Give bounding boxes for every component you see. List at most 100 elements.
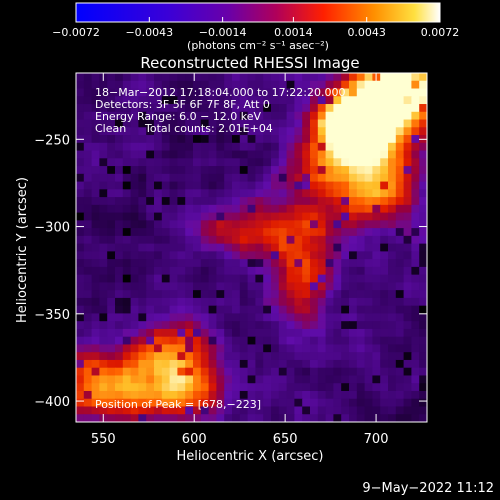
heatmap-cell [146,375,155,384]
heatmap-cell [161,235,171,245]
heatmap-cell [286,321,295,330]
heatmap-cell [411,352,420,361]
heatmap-cell [247,328,256,338]
heatmap-cell [91,158,100,167]
heatmap-cell [341,251,350,260]
heatmap-cell [349,282,358,291]
heatmap-cell [239,96,249,105]
heatmap-cell [216,359,225,369]
heatmap-cell [372,243,381,252]
heatmap-cell [122,228,132,237]
heatmap-cell [263,73,272,82]
heatmap-cell [411,259,420,268]
heatmap-cell [138,73,147,82]
heatmap-cell [388,390,397,400]
heatmap-cell [395,243,405,252]
heatmap-cell [76,313,85,322]
heatmap-cell [216,297,225,307]
heatmap-cell [232,212,241,221]
heatmap-cell [154,352,163,361]
heatmap-cell [232,220,241,229]
heatmap-cell [317,375,327,384]
heatmap-cell [263,321,272,330]
heatmap-cell [146,158,155,167]
heatmap-cell [317,166,327,175]
heatmap-cell [224,266,233,276]
heatmap-cell [419,328,427,338]
heatmap-cell [317,189,327,198]
heatmap-cell [185,375,194,384]
heatmap-cell [403,305,412,315]
heatmap-cell [372,344,381,353]
heatmap-cell [372,181,381,190]
heatmap-cell [286,243,295,252]
heatmap-cell [294,414,303,422]
heatmap-cell [122,197,132,206]
heatmap-cell [138,359,147,369]
heatmap-cell [349,88,358,97]
heatmap-cell [91,344,100,353]
heatmap-cell [122,290,132,299]
heatmap-cell [364,321,373,330]
heatmap-cell [302,406,311,415]
heatmap-cell [76,220,85,229]
heatmap-cell [99,367,108,377]
heatmap-cell [333,228,342,237]
heatmap-cell [115,313,124,322]
annotation-block: 18−Mar−2012 17:18:04.000 to 17:22:20.000… [95,86,346,411]
heatmap-cell [154,344,163,353]
heatmap-cell [185,290,194,299]
heatmap-cell [76,173,85,183]
heatmap-cell [310,181,319,190]
heatmap-cell [224,359,233,369]
heatmap-cell [364,189,373,198]
heatmap-cell [122,212,132,221]
heatmap-cell [76,181,85,190]
heatmap-cell [161,328,171,338]
heatmap-cell [395,96,405,105]
heatmap-cell [154,406,163,415]
heatmap-cell [388,96,397,105]
heatmap-cell [372,352,381,361]
heatmap-cell [107,228,116,237]
heatmap-cell [99,158,108,167]
heatmap-cell [255,212,264,221]
heatmap-cell [239,297,249,307]
heatmap-cell [403,243,412,252]
y-tick-label: −250 [34,133,70,148]
heatmap-cell [403,313,412,322]
heatmap-cell [271,142,280,152]
heatmap-cell [161,274,171,283]
heatmap-cell [271,212,280,221]
heatmap-cell [232,274,241,283]
heatmap-cell [185,127,194,136]
heatmap-cell [333,166,342,175]
heatmap-cell [341,290,350,299]
heatmap-cell [388,383,397,392]
heatmap-cell [341,328,350,338]
colorbar-tick-label: 0.0043 [347,26,386,39]
heatmap-cell [356,220,366,229]
heatmap-cell [247,344,256,353]
heatmap-cell [380,290,389,299]
heatmap-cell [411,243,420,252]
heatmap-cell [380,181,389,190]
heatmap-cell [372,259,381,268]
heatmap-cell [419,266,427,276]
heatmap-cell [310,414,319,422]
heatmap-cell [364,204,373,214]
heatmap-cell [419,344,427,353]
heatmap-cell [388,111,397,121]
heatmap-cell [247,336,256,346]
heatmap-cell [99,321,108,330]
heatmap-cell [138,142,147,152]
heatmap-cell [122,243,132,252]
heatmap-cell [380,119,389,128]
heatmap-cell [208,251,217,260]
heatmap-cell [216,212,225,221]
heatmap-cell [107,197,116,206]
heatmap-cell [115,228,124,237]
heatmap-cell [325,251,334,260]
heatmap-cell [302,181,311,190]
heatmap-cell [325,173,334,183]
